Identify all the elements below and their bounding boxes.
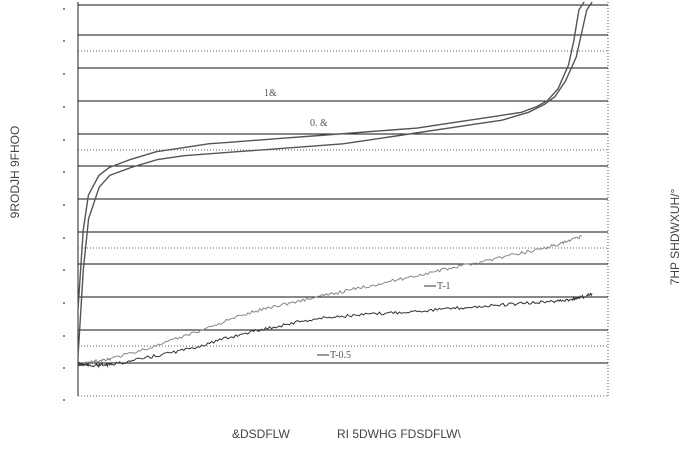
y-tick-mark — [63, 269, 65, 271]
y-tick-mark — [63, 302, 65, 304]
series-layer — [77, 1, 593, 369]
series-line-t05 — [77, 292, 593, 369]
y-axis-label-left: 9RODJH 9FHOO — [8, 125, 22, 219]
y-axis-label-right: 7HP SHDWXUH/° — [668, 188, 682, 286]
y-tick-mark — [63, 335, 65, 337]
left-ticks — [63, 8, 65, 401]
annotation-layer: 1&0. & T-1 T-0.5 — [264, 88, 451, 361]
annotation-label: T-1 — [437, 281, 451, 292]
y-tick-mark — [63, 237, 65, 239]
series-line-0 — [77, 1, 593, 357]
y-tick-mark — [63, 204, 65, 206]
series-line-1 — [77, 1, 585, 310]
annotation-label: T-0.5 — [330, 350, 351, 361]
y-tick-mark — [63, 139, 65, 141]
x-axis-label-right: RI 5DWHG FDSDFLW\ — [337, 427, 461, 441]
y-tick-mark — [63, 8, 65, 10]
annotation-label: 1& — [264, 88, 277, 99]
y-tick-mark — [63, 40, 65, 42]
y-tick-mark — [63, 367, 65, 369]
y-tick-mark — [63, 171, 65, 173]
series-line-t1 — [77, 234, 582, 367]
annotation-label: 0. & — [310, 118, 328, 129]
y-tick-mark — [63, 73, 65, 75]
grid-lines — [78, 4, 608, 397]
x-axis-label-left: &DSDFLW — [232, 427, 290, 441]
y-tick-mark — [63, 399, 65, 401]
y-tick-mark — [63, 106, 65, 108]
